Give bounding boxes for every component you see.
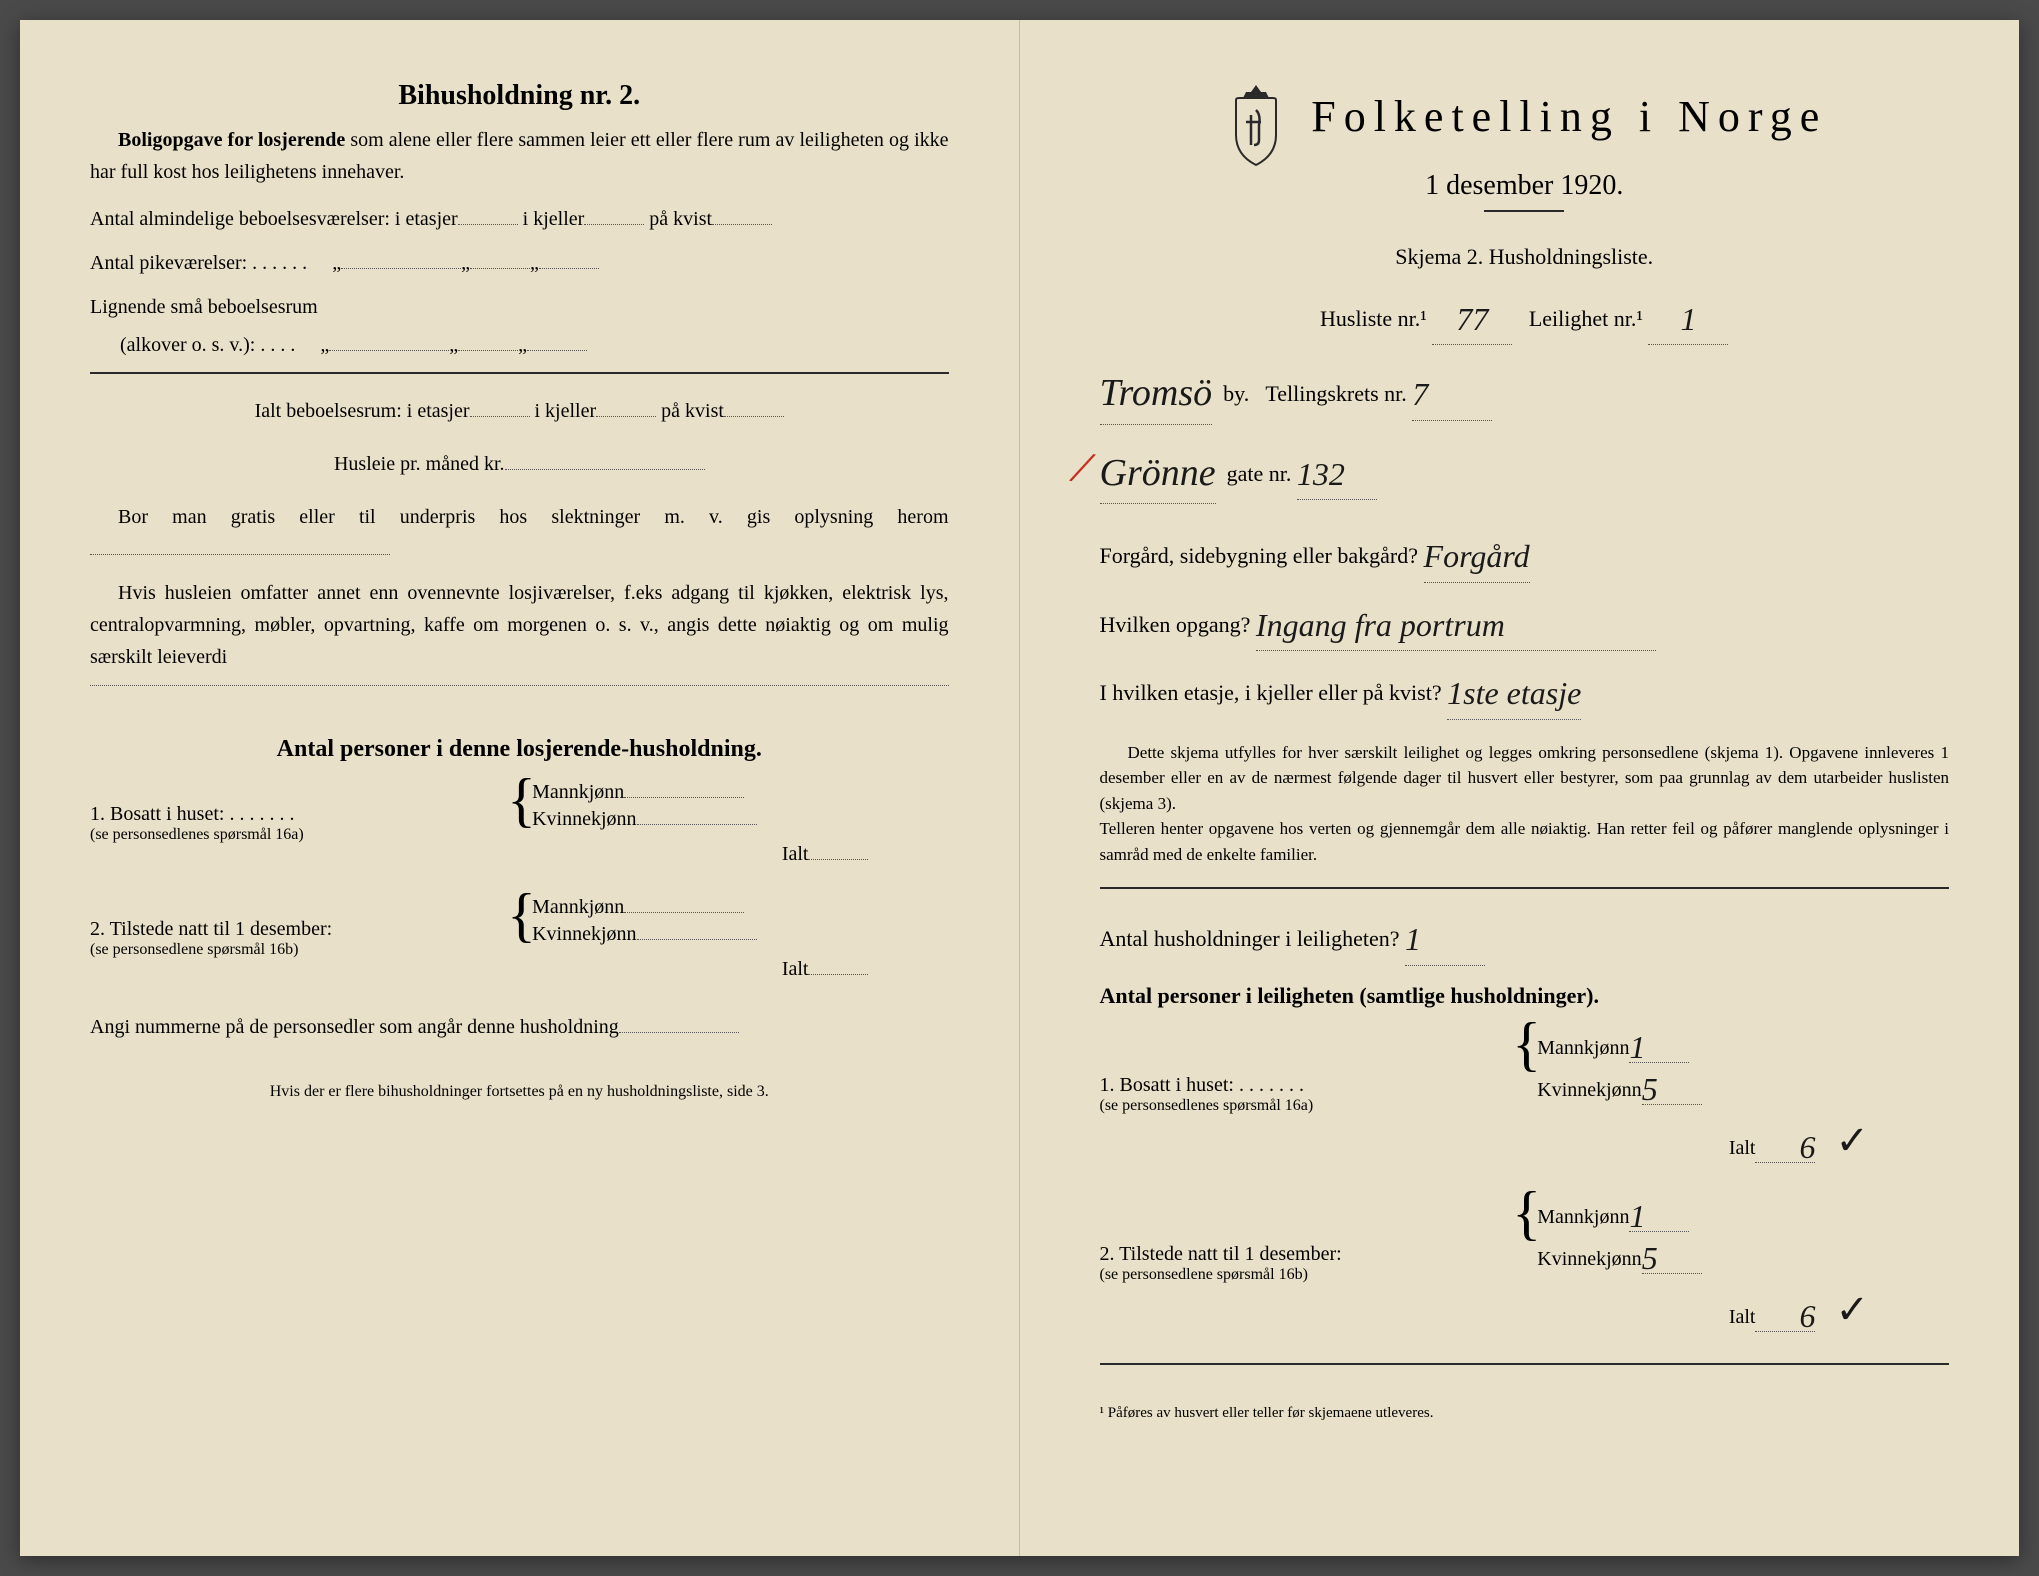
right-footnote: ¹ Påføres av husvert eller teller før sk… [1100, 1405, 1950, 1422]
main-title: Folketelling i Norge [1311, 91, 1827, 142]
free-rent-para: Bor man gratis eller til underpris hos s… [90, 501, 949, 565]
left-page: Bihusholdning nr. 2. Boligopgave for los… [20, 20, 1020, 1556]
total-row: Ialt beboelsesrum: i etasjer i kjeller p… [90, 392, 949, 430]
left-title: Bihusholdning nr. 2. [90, 80, 949, 112]
instructions: Dette skjema utfylles for hver særskilt … [1100, 740, 1950, 868]
husliste-row: Husliste nr.¹ 77 Leilighet nr.¹ 1 [1100, 287, 1950, 346]
num-row: Angi nummerne på de personsedler som ang… [90, 1011, 949, 1043]
small-rooms-row: Lignende små beboelsesrum (alkover o. s.… [90, 288, 949, 364]
street-row: Grönne gate nr. 132 [1100, 435, 1950, 504]
census-document: Bihusholdning nr. 2. Boligopgave for los… [20, 20, 2019, 1556]
households-row: Antal husholdninger i leiligheten? 1 [1100, 907, 1950, 966]
header-row: Folketelling i Norge [1100, 80, 1950, 170]
check-icon: ✓ [1835, 1286, 1869, 1333]
count-1-left: 1. Bosatt i huset: . . . . . . . (se per… [90, 781, 949, 866]
count-title-left: Antal personer i denne losjerende-hushol… [90, 736, 949, 763]
count-2-left: 2. Tilstede natt til 1 desember: (se per… [90, 896, 949, 981]
red-mark-icon: / [1068, 439, 1095, 496]
city-row: Tromsö by. Tellingskrets nr. 7 [1100, 355, 1950, 424]
count-1-right: 1. Bosatt i huset: . . . . . . . (se per… [1100, 1025, 1950, 1164]
maid-row: Antal pikeværelser: . . . . . . „„„ [90, 244, 949, 282]
persons-title: Antal personer i leiligheten (samtlige h… [1100, 976, 1950, 1016]
coat-of-arms-icon [1221, 80, 1291, 170]
date-subtitle: 1 desember 1920. [1100, 170, 1950, 202]
rent-note: Hvis husleien omfatter annet enn ovennev… [90, 577, 949, 673]
right-page: / Folketelling i Norge 1 desember 1920. … [1020, 20, 2020, 1556]
position-row: Forgård, sidebygning eller bakgård? Forg… [1100, 524, 1950, 583]
count-2-right: 2. Tilstede natt til 1 desember: (se per… [1100, 1194, 1950, 1333]
schema-row: Skjema 2. Husholdningsliste. [1100, 237, 1950, 277]
lead-para: Boligopgave for losjerende som alene ell… [90, 124, 949, 188]
floor-row: I hvilken etasje, i kjeller eller på kvi… [1100, 661, 1950, 720]
check-icon: ✓ [1835, 1117, 1869, 1164]
rent-row: Husleie pr. måned kr. [90, 445, 949, 483]
left-footer: Hvis der er flere bihusholdninger fortse… [90, 1083, 949, 1101]
rooms-row: Antal almindelige beboelsesværelser: i e… [90, 200, 949, 238]
entrance-row: Hvilken opgang? Ingang fra portrum [1100, 593, 1950, 652]
